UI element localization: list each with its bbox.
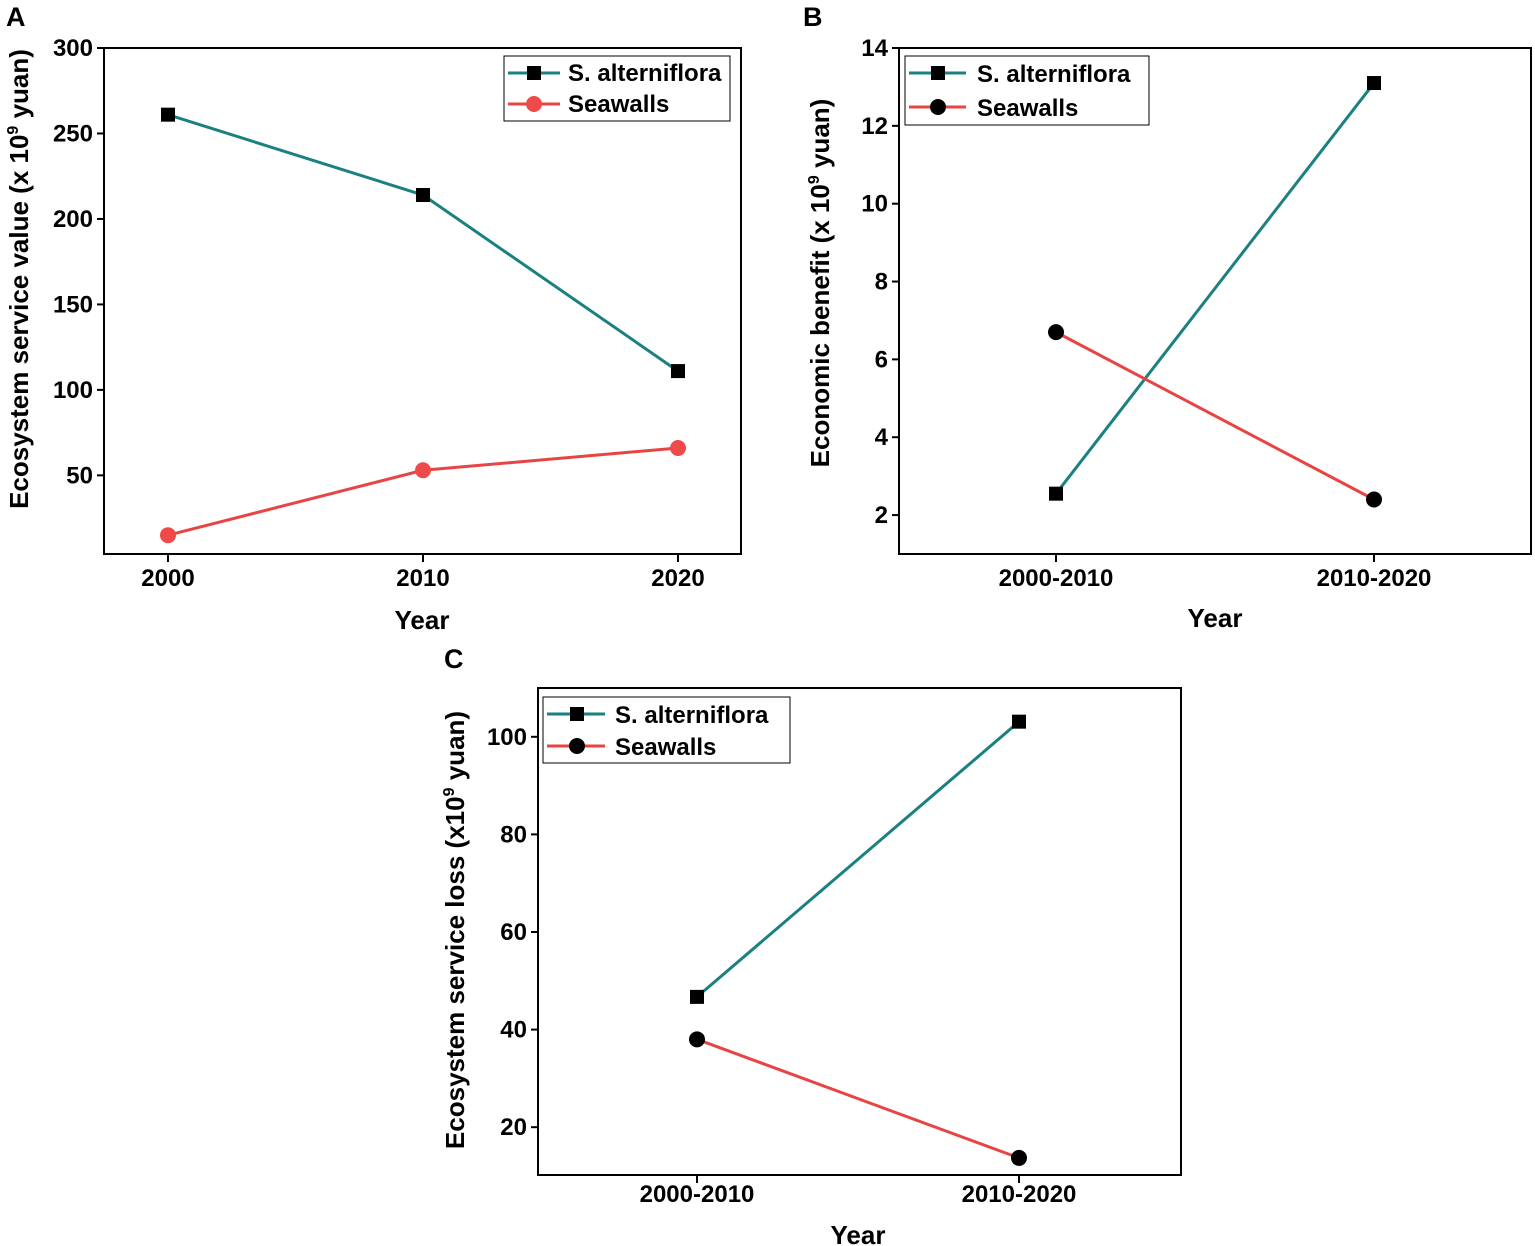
y-tick-label-b: 12 <box>861 113 888 140</box>
x-tick-label-b: 2010-2020 <box>1317 565 1432 592</box>
series-line-seawalls-c <box>696 1037 1020 1160</box>
data-point-s-alterniflora-a <box>161 107 175 122</box>
y-tick-label-a: 200 <box>53 206 93 233</box>
y-tick-label-b: 4 <box>875 424 889 451</box>
legend-box-c <box>542 696 791 764</box>
legend-label-seawalls-c: Seawalls <box>615 734 716 761</box>
legend-label-seawalls-a: Seawalls <box>568 91 669 118</box>
legend-c: S. alterniflora Seawalls <box>542 696 791 764</box>
data-point-s-alterniflora-b <box>1049 486 1063 501</box>
x-axis-title-a: Year <box>395 605 450 635</box>
legend-label-s-alterniflora-a: S. alterniflora <box>568 60 722 87</box>
legend-b: S. alterniflora Seawalls <box>904 55 1150 126</box>
x-tick-label-a: 2000 <box>141 565 194 592</box>
y-tick-label-c: 100 <box>487 724 527 751</box>
legend-label-s-alterniflora-b: S. alterniflora <box>977 61 1131 88</box>
x-tick-label-a: 2020 <box>651 565 704 592</box>
y-tick-label-c: 20 <box>500 1114 527 1141</box>
y-tick-label-b: 6 <box>875 346 888 373</box>
panel-label-c: C <box>444 644 464 674</box>
data-point-seawalls-b <box>1048 324 1064 341</box>
data-point-seawalls-a <box>670 440 686 457</box>
y-tick-label-c: 80 <box>500 821 527 848</box>
data-point-s-alterniflora-c <box>1012 714 1026 729</box>
y-ticks-b: 2 4 6 8 10 12 14 <box>861 35 899 529</box>
series-line-s-alterniflora-b <box>1054 82 1376 495</box>
x-ticks-c: 2000-2010 2010-2020 <box>640 1175 1077 1208</box>
series-layer-c <box>689 714 1027 1166</box>
plot-frame-b <box>898 47 1532 555</box>
x-ticks-b: 2000-2010 2010-2020 <box>999 554 1432 592</box>
chart-panel-b: B 2 4 6 8 10 12 14 2000-2010 2010-2020 Year Eco… <box>803 2 1532 633</box>
data-point-seawalls-c <box>1011 1149 1027 1166</box>
data-point-s-alterniflora-a <box>671 364 685 379</box>
y-tick-label-c: 40 <box>500 1017 527 1044</box>
legend-marker-square-c <box>570 707 584 721</box>
y-ticks-c: 20 40 60 80 100 <box>487 724 538 1141</box>
x-axis-title-b: Year <box>1188 603 1243 633</box>
series-line-s-alterniflora-a <box>167 113 679 373</box>
legend-a: S. alterniflora Seawalls <box>503 55 731 122</box>
legend-marker-circle-b <box>930 99 946 115</box>
series-line-seawalls-b <box>1055 330 1375 501</box>
legend-marker-circle-c <box>569 738 585 754</box>
x-axis-title-c: Year <box>831 1220 886 1246</box>
data-point-seawalls-b <box>1366 491 1382 508</box>
legend-label-s-alterniflora-c: S. alterniflora <box>615 702 769 729</box>
chart-panel-c: C 20 40 60 80 100 2000-2010 2010-2020 Year Ec… <box>440 644 1182 1246</box>
legend-box-a <box>503 55 731 122</box>
data-point-seawalls-c <box>689 1031 705 1048</box>
series-line-seawalls-a <box>167 446 679 537</box>
legend-marker-square-b <box>931 66 945 80</box>
y-tick-label-b: 2 <box>875 502 888 529</box>
y-tick-label-a: 300 <box>53 35 93 62</box>
x-tick-label-a: 2010 <box>396 565 449 592</box>
legend-box-b <box>904 55 1150 126</box>
series-line-s-alterniflora-c <box>696 720 1020 999</box>
panel-label-b: B <box>803 2 823 32</box>
y-tick-label-a: 250 <box>53 120 93 147</box>
series-layer-a <box>160 107 686 544</box>
x-ticks-a: 2000 2010 2020 <box>141 554 705 592</box>
y-ticks-a: 50 100 150 200 250 300 <box>53 35 104 489</box>
x-tick-label-c: 2010-2020 <box>962 1181 1077 1208</box>
data-point-s-alterniflora-b <box>1367 76 1381 91</box>
data-point-seawalls-a <box>160 527 176 544</box>
y-tick-label-a: 150 <box>53 291 93 318</box>
y-axis-title-b: Economic benefit (x 109 yuan) <box>805 99 835 468</box>
x-tick-label-c: 2000-2010 <box>640 1181 755 1208</box>
panel-label-a: A <box>6 2 26 32</box>
data-point-s-alterniflora-a <box>416 188 430 203</box>
data-point-seawalls-a <box>415 462 431 479</box>
y-tick-label-b: 10 <box>861 191 888 218</box>
legend-label-seawalls-b: Seawalls <box>977 95 1078 122</box>
y-tick-label-b: 8 <box>875 269 888 296</box>
legend-marker-square-a <box>527 66 541 80</box>
x-tick-label-b: 2000-2010 <box>999 565 1114 592</box>
y-axis-title-a: Ecosystem service value (x 109 yuan) <box>4 49 34 509</box>
y-tick-label-b: 14 <box>861 35 888 62</box>
chart-panel-a: A 50 100 150 200 250 300 2000 2010 2020 Year Ec… <box>4 2 742 635</box>
y-tick-label-c: 60 <box>500 919 527 946</box>
data-point-s-alterniflora-c <box>690 989 704 1004</box>
legend-marker-circle-a <box>526 96 542 112</box>
y-tick-label-a: 100 <box>53 377 93 404</box>
series-layer-b <box>1048 76 1382 508</box>
y-tick-label-a: 50 <box>66 462 93 489</box>
y-axis-title-c: Ecosystem service loss (x109 yuan) <box>440 711 470 1149</box>
